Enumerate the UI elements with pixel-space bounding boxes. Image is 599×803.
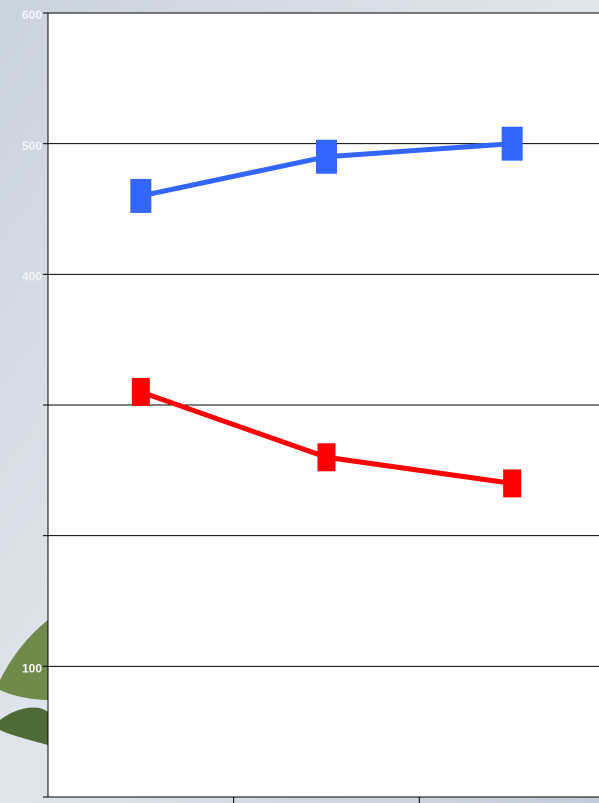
y-tick-label: 100 — [22, 662, 42, 676]
marker — [501, 126, 523, 161]
y-tick-label: 500 — [22, 139, 42, 153]
leaf-decoration — [0, 620, 48, 745]
marker — [317, 443, 336, 472]
marker — [130, 178, 152, 213]
y-tick-label: 600 — [22, 8, 42, 22]
marker — [503, 469, 522, 498]
marker — [316, 139, 337, 174]
marker — [131, 377, 150, 406]
y-tick-label: 400 — [22, 270, 42, 284]
